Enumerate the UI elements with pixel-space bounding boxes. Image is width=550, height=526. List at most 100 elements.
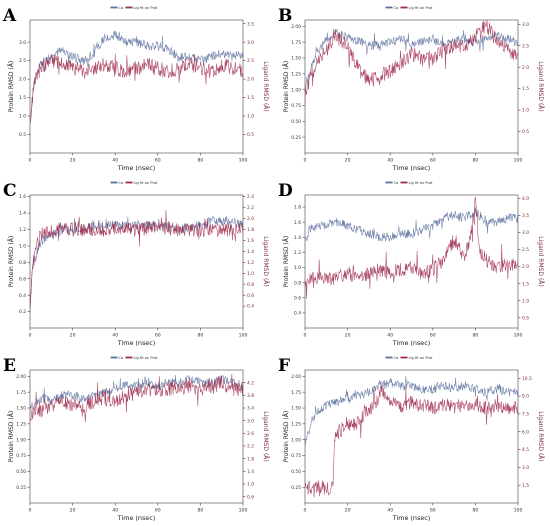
y-left-tick-label: 2.00 xyxy=(291,374,301,380)
y-right-tick-label: 1.8 xyxy=(247,227,254,233)
legend-label-ligand: Lig fit on Prot xyxy=(134,181,159,185)
y-right-tick-label: 2.5 xyxy=(522,247,529,253)
x-tick-label: 80 xyxy=(197,158,203,164)
panel-f: 0 20 40 60 80 100 0.25 0.50 0.75 1.00 1.25 1.50 1.75… xyxy=(275,350,550,525)
legend: Cα Lig fit on Prot xyxy=(385,6,433,10)
legend-label-protein: Cα xyxy=(119,356,125,360)
y-left-tick-label: 1.6 xyxy=(19,194,26,200)
chart-e: 0 20 40 60 80 100 0.25 0.50 0.75 1.00 1.25 1.50 1.75… xyxy=(8,356,269,522)
series-group xyxy=(30,209,243,313)
y-right-tick-label: 1.8 xyxy=(247,456,254,462)
ligand-rmsd-line xyxy=(305,20,518,104)
y-left-tick-label: 1.50 xyxy=(291,406,301,412)
y-right-tick-label: 0.5 xyxy=(522,315,529,321)
x-tick-label: 20 xyxy=(70,158,76,164)
y-left-tick-label: 1.8 xyxy=(294,205,301,211)
x-tick-label: 0 xyxy=(29,508,32,514)
x-axis-label: Time (nsec) xyxy=(392,339,430,347)
y-right-tick-label: 1.0 xyxy=(522,108,529,114)
plot-frame xyxy=(304,194,519,329)
y-left-axis-label: Protein RMSD (Å) xyxy=(283,61,290,112)
x-tick-label: 0 xyxy=(29,158,32,164)
x-tick-label: 100 xyxy=(239,508,248,514)
x-tick-label: 40 xyxy=(112,508,118,514)
series-group xyxy=(30,374,243,423)
protein-rmsd-line xyxy=(30,30,243,123)
y-left-tick-label: 0.8 xyxy=(19,260,26,266)
x-tick-label: 0 xyxy=(304,508,307,514)
y-right-tick-label: 9.0 xyxy=(522,394,529,400)
x-axis-label: Time (nsec) xyxy=(392,164,430,172)
x-tick-label: 80 xyxy=(197,508,203,514)
y-left-tick-label: 1.4 xyxy=(19,211,26,217)
series-group xyxy=(30,30,243,123)
x-axis-label: Time (nsec) xyxy=(117,339,155,347)
y-right-tick-label: 0.8 xyxy=(247,282,254,288)
y-right-tick-label: 1.5 xyxy=(522,281,529,287)
y-left-tick-label: 2.0 xyxy=(19,77,26,83)
y-right-tick-label: 10.5 xyxy=(522,376,532,382)
x-tick-label: 40 xyxy=(387,158,393,164)
plot-frame xyxy=(304,369,519,504)
y-right-axis-label: Ligand RMSD (Å) xyxy=(537,61,544,111)
y-left-axis-label: Protein RMSD (Å) xyxy=(8,411,15,462)
y-left-axis-label: Protein RMSD (Å) xyxy=(8,236,15,287)
y-left-tick-label: 0.5 xyxy=(19,132,26,138)
panel-letter-b: B xyxy=(278,6,293,26)
y-left-tick-label: 1.5 xyxy=(19,95,26,101)
y-right-axis-label: Ligand RMSD (Å) xyxy=(537,411,544,461)
panel-b: 0 20 40 60 80 100 0.25 0.50 0.75 1.00 1.25 1.50 1.75… xyxy=(275,0,550,175)
legend-label-protein: Cα xyxy=(394,6,400,10)
y-left-tick-label: 1.00 xyxy=(291,437,301,443)
y-right-tick-label: 2.4 xyxy=(247,194,254,200)
y-left-axis-label: Protein RMSD (Å) xyxy=(283,411,290,462)
protein-rmsd-line xyxy=(305,206,518,243)
y-left-tick-label: 0.50 xyxy=(291,119,301,125)
y-right-tick-label: 2.6 xyxy=(247,431,254,437)
y-right-tick-label: 0.6 xyxy=(247,494,254,500)
y-right-tick-label: 3.0 xyxy=(522,22,529,28)
y-left-tick-label: 1.50 xyxy=(291,56,301,62)
y-right-tick-label: 3.8 xyxy=(247,393,254,399)
y-left-tick-label: 2.00 xyxy=(291,24,301,30)
chart-c: 0 20 40 60 80 100 0.2 0.4 0.6 0.8 1.0 1.2 1.4 1.6 0.4 0… xyxy=(8,181,269,347)
y-left-tick-label: 2.00 xyxy=(16,374,26,380)
x-tick-label: 60 xyxy=(155,508,161,514)
x-tick-label: 80 xyxy=(472,333,478,339)
y-right-tick-label: 4.2 xyxy=(247,380,254,386)
chart-d: 0 20 40 60 80 100 0.4 0.6 0.8 1.0 1.2 1.4 1.6 1.8 0.5 1… xyxy=(283,181,544,347)
y-right-tick-label: 1.5 xyxy=(522,483,529,489)
x-tick-label: 60 xyxy=(155,333,161,339)
x-axis-label: Time (nsec) xyxy=(392,514,430,522)
legend-label-protein: Cα xyxy=(394,356,400,360)
y-left-tick-label: 1.75 xyxy=(16,390,26,396)
y-left-tick-label: 1.0 xyxy=(19,244,26,250)
y-left-axis-label: Protein RMSD (Å) xyxy=(8,61,15,112)
x-tick-label: 0 xyxy=(29,333,32,339)
x-tick-label: 0 xyxy=(304,333,307,339)
x-tick-label: 60 xyxy=(430,333,436,339)
y-left-tick-label: 1.25 xyxy=(291,71,301,77)
ligand-rmsd-line xyxy=(30,209,243,308)
panel-e: 0 20 40 60 80 100 0.25 0.50 0.75 1.00 1.25 1.50 1.75… xyxy=(0,350,275,525)
x-tick-label: 60 xyxy=(430,158,436,164)
y-left-tick-label: 0.4 xyxy=(19,293,26,299)
y-right-tick-label: 0.6 xyxy=(247,293,254,299)
x-tick-label: 20 xyxy=(70,333,76,339)
ligand-rmsd-line xyxy=(30,53,243,123)
x-tick-label: 100 xyxy=(514,333,523,339)
x-tick-label: 0 xyxy=(304,158,307,164)
plot-frame xyxy=(29,194,244,329)
y-left-tick-label: 0.50 xyxy=(291,469,301,475)
y-left-tick-label: 1.2 xyxy=(294,250,301,256)
y-right-tick-label: 3.0 xyxy=(522,230,529,236)
x-tick-label: 100 xyxy=(514,158,523,164)
y-left-tick-label: 0.4 xyxy=(294,310,301,316)
y-left-tick-label: 1.50 xyxy=(16,406,26,412)
panel-letter-a: A xyxy=(3,6,17,26)
panel-c: 0 20 40 60 80 100 0.2 0.4 0.6 0.8 1.0 1.2 1.4 1.6 0.4 0… xyxy=(0,175,275,350)
y-right-tick-label: 2.2 xyxy=(247,444,254,450)
y-right-tick-label: 1.5 xyxy=(522,86,529,92)
panel-letter-f: F xyxy=(278,356,291,376)
x-tick-label: 40 xyxy=(387,508,393,514)
